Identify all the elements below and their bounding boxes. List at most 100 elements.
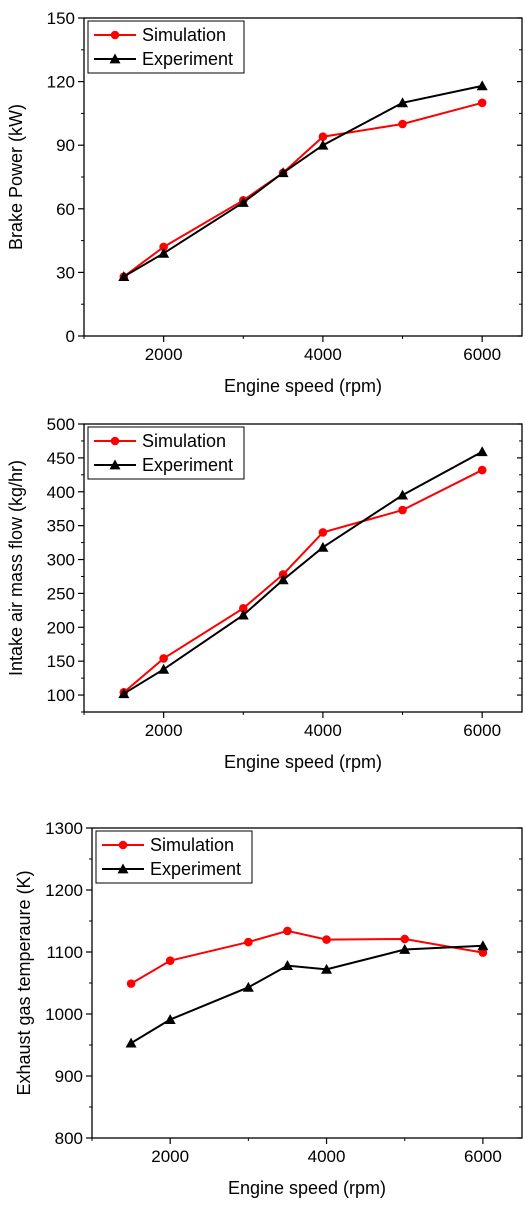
x-tick-label: 4000: [304, 721, 342, 740]
y-tick-label: 350: [47, 517, 75, 536]
series-line-2: [123, 84, 483, 278]
legend: Simulation Experiment: [87, 20, 245, 74]
legend-box: [87, 20, 245, 74]
legend: Simulation Experiment: [95, 830, 253, 884]
y-tick-label: 100: [47, 686, 75, 705]
y-tick-label: 450: [47, 449, 75, 468]
plot-frame: [83, 423, 523, 713]
y-tick-label: 1300: [45, 819, 83, 838]
legend-marker: [117, 863, 129, 874]
series-line-2: [130, 944, 483, 1044]
y-tick-label: 30: [56, 263, 75, 282]
data-point: [237, 196, 249, 207]
x-tick-label: 6000: [463, 721, 501, 740]
x-tick-label: 4000: [308, 1147, 346, 1166]
data-point: [397, 97, 409, 108]
legend-box: [95, 830, 253, 884]
data-point: [277, 167, 289, 178]
legend-marker: [110, 436, 120, 446]
legend-box: [87, 426, 245, 480]
y-tick-label: 1200: [45, 881, 83, 900]
x-tick-label: 6000: [463, 345, 501, 364]
y-tick-label: 1100: [46, 943, 83, 962]
legend-label: Experiment: [142, 49, 233, 69]
data-point: [165, 956, 175, 965]
x-tick-label: 2000: [151, 1147, 189, 1166]
data-point: [164, 1014, 176, 1024]
x-axis-title: Engine speed (rpm): [224, 376, 382, 396]
y-tick-label: 200: [47, 618, 75, 637]
data-point: [283, 926, 292, 936]
legend: Simulation Experiment: [87, 426, 245, 480]
data-point: [399, 944, 411, 954]
y-tick-label: 90: [56, 136, 75, 155]
y-tick-label: 150: [47, 652, 75, 671]
legend-marker: [118, 840, 128, 850]
y-tick-label: 60: [56, 200, 75, 219]
y-tick-label: 400: [47, 483, 75, 502]
y-tick-label: 800: [55, 1129, 83, 1148]
data-point: [159, 654, 168, 663]
y-tick-label: 0: [66, 327, 75, 346]
data-point: [237, 609, 249, 620]
x-tick-label: 4000: [304, 345, 342, 364]
data-point: [238, 604, 248, 613]
y-tick-label: 120: [47, 73, 75, 92]
y-tick-label: 250: [47, 584, 75, 603]
data-point: [400, 934, 410, 944]
data-point: [318, 132, 328, 142]
chart-panel-1: 0 30 60 90 120 150 2000 4000 6000 Engine speed (r…: [6, 9, 523, 396]
y-axis-title: Brake Power (kW): [6, 104, 26, 250]
legend-marker: [109, 459, 121, 470]
x-axis-title: Engine speed (rpm): [224, 752, 382, 772]
y-tick-label: 1000: [45, 1005, 83, 1024]
data-point: [477, 940, 489, 951]
x-tick-label: 2000: [145, 721, 183, 740]
data-point: [281, 960, 293, 971]
y-tick-label: 150: [47, 9, 75, 28]
chart-panel-3: 800 900 1000 1100 1200 1300 2000 4000 6000 Engine…: [14, 819, 523, 1198]
y-tick-label: 300: [47, 551, 75, 570]
data-point: [477, 98, 487, 108]
y-axis-title: Intake air mass flow (kg/hr): [6, 460, 26, 676]
legend-marker: [110, 30, 120, 40]
x-axis-title: Engine speed (rpm): [228, 1178, 386, 1198]
data-point: [118, 271, 130, 282]
data-point: [126, 979, 136, 988]
legend-marker: [109, 53, 121, 64]
legend-label: Experiment: [142, 455, 233, 475]
data-point: [125, 1037, 137, 1048]
data-point: [398, 505, 407, 515]
data-point: [158, 663, 170, 674]
data-point: [277, 574, 289, 585]
series-line-2: [123, 450, 483, 695]
legend-label: Simulation: [142, 431, 226, 451]
data-point: [318, 528, 328, 537]
series-line-1: [130, 929, 484, 985]
y-tick-label: 500: [47, 415, 75, 434]
data-point: [476, 80, 488, 91]
data-point: [321, 963, 333, 974]
data-point: [317, 541, 329, 552]
legend-label: Simulation: [142, 25, 226, 45]
data-point: [159, 242, 168, 252]
series-line-1: [123, 101, 483, 278]
data-point: [158, 247, 170, 258]
data-point: [242, 981, 254, 992]
data-point: [398, 119, 407, 129]
data-point: [244, 937, 253, 947]
x-tick-label: 2000: [145, 345, 183, 364]
data-point: [317, 139, 329, 150]
data-point: [476, 446, 488, 457]
data-point: [477, 465, 487, 475]
y-axis-title: Exhaust gas temperaure (K): [14, 870, 34, 1095]
data-point: [397, 489, 409, 500]
data-point: [478, 948, 488, 957]
y-tick-label: 900: [55, 1067, 83, 1086]
data-point: [322, 935, 331, 944]
legend-label: Experiment: [150, 859, 241, 879]
chart-panel-2: 100 150 200 250 300 350 400 450 500 2000 4000 6000 E…: [6, 415, 523, 772]
legend-label: Simulation: [150, 835, 234, 855]
x-tick-label: 6000: [464, 1147, 502, 1166]
